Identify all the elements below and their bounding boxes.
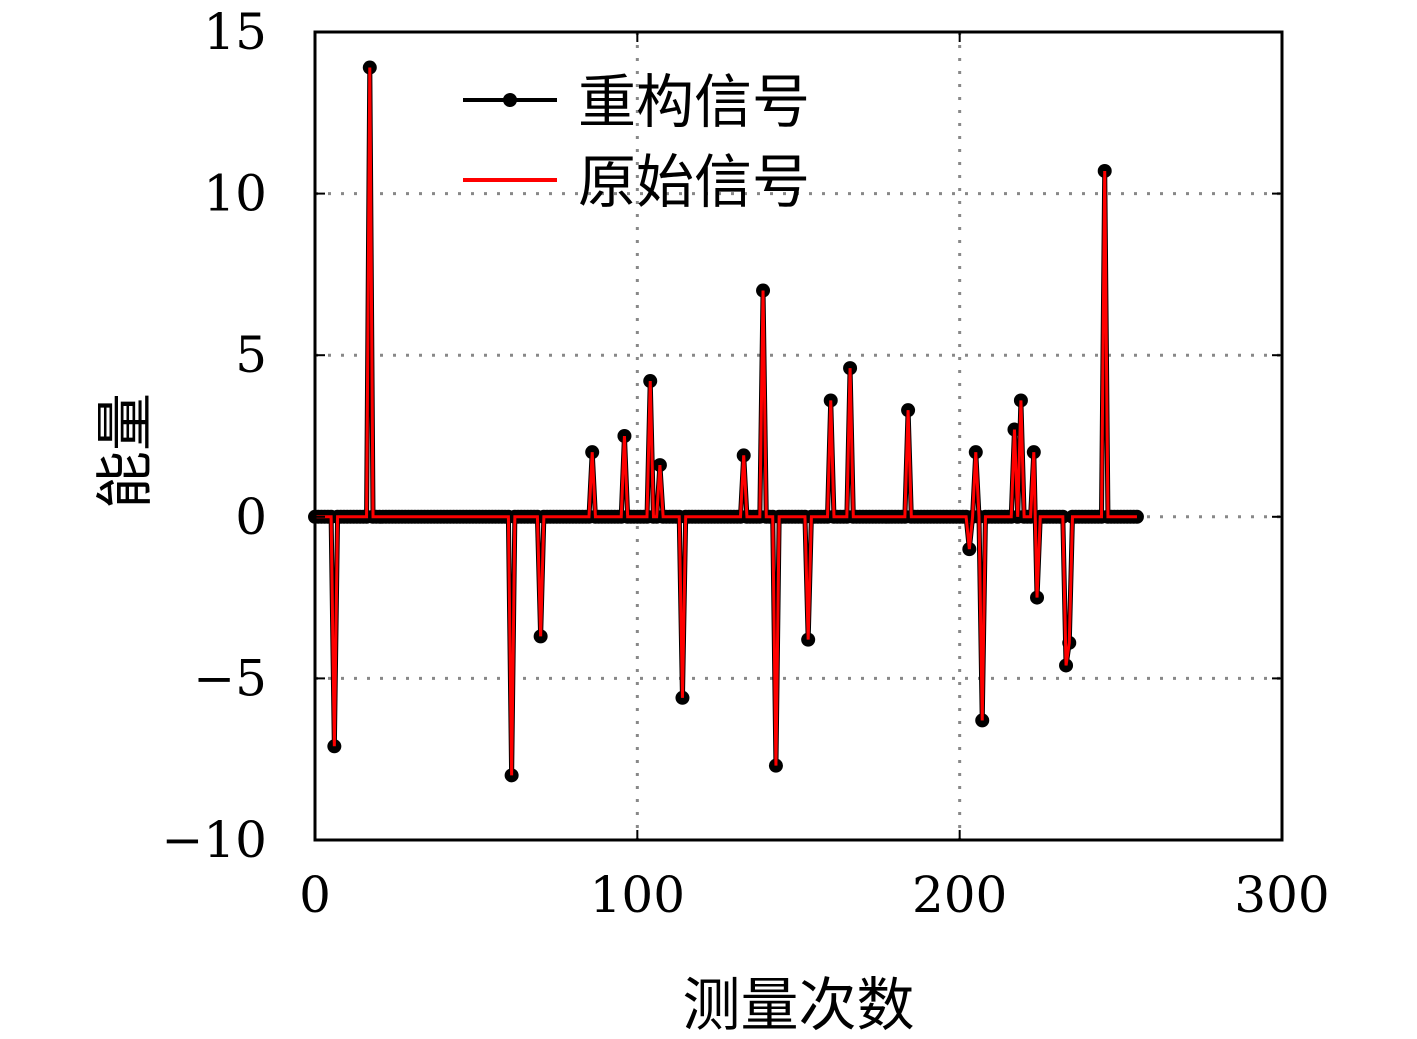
y-tick-label: −5 [193, 649, 267, 707]
axis-tick-labels: 0 100 200 300 −10 −5 0 5 10 15 [161, 3, 1329, 924]
y-tick-label: 15 [203, 3, 267, 61]
legend: 重构信号 原始信号 [463, 68, 810, 216]
legend-label-original: 原始信号 [578, 148, 810, 216]
y-tick-label: −10 [161, 811, 267, 869]
y-tick-label: 10 [203, 165, 267, 223]
legend-label-reconstructed: 重构信号 [578, 68, 810, 136]
y-tick-label: 5 [235, 326, 267, 384]
series-original [315, 67, 1137, 776]
x-tick-label: 0 [299, 866, 331, 924]
plot-frame [313, 30, 1284, 842]
original-line [315, 67, 1137, 776]
axis-ticks [314, 31, 1283, 841]
y-axis-label: 能量 [91, 393, 159, 509]
x-axis-label: 测量次数 [682, 971, 914, 1039]
y-tick-label: 0 [235, 488, 267, 546]
x-tick-label: 200 [912, 866, 1007, 924]
x-tick-label: 300 [1234, 866, 1329, 924]
x-tick-label: 100 [590, 866, 685, 924]
legend-marker-reconstructed [503, 93, 517, 107]
